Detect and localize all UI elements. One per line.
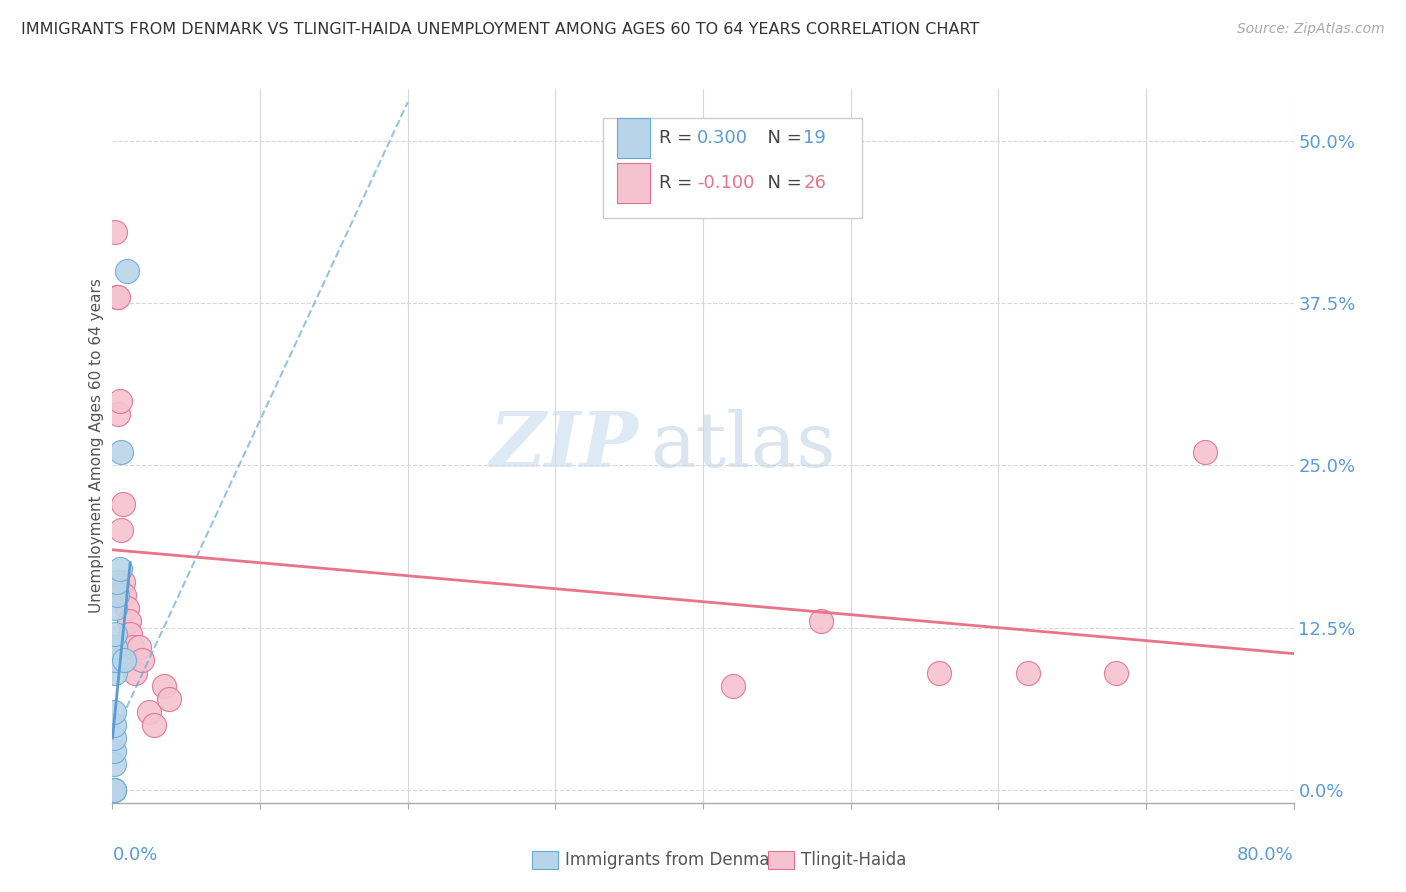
Point [103,782,125,797]
Point [103,705,125,719]
Text: R =: R = [659,174,699,192]
Point [1017,666,1039,681]
Point [110,524,132,538]
Point [810,614,832,628]
Text: IMMIGRANTS FROM DENMARK VS TLINGIT-HAIDA UNEMPLOYMENT AMONG AGES 60 TO 64 YEARS : IMMIGRANTS FROM DENMARK VS TLINGIT-HAIDA… [21,22,980,37]
Point [103,731,125,745]
Text: 0.300: 0.300 [697,129,748,147]
Text: R =: R = [659,129,699,147]
Point [104,653,127,667]
Point [108,393,131,408]
Point [153,679,176,693]
Point [107,290,129,304]
Point [103,782,125,797]
Point [928,666,950,681]
Point [108,562,131,576]
Text: Source: ZipAtlas.com: Source: ZipAtlas.com [1237,22,1385,37]
Bar [531,851,558,869]
Point [118,614,141,628]
Text: 0.0%: 0.0% [112,846,157,863]
Point [104,640,127,654]
Point [103,718,125,732]
Point [104,225,127,239]
Point [105,290,128,304]
Text: Tlingit-Haida: Tlingit-Haida [801,851,907,869]
Point [112,588,135,602]
Point [117,601,138,615]
Point [112,653,135,667]
Point [103,744,125,758]
Text: N =: N = [756,129,807,147]
Point [107,407,129,421]
Text: ZIP: ZIP [489,409,638,483]
Point [120,627,142,641]
Point [138,705,160,719]
Point [105,575,128,590]
Point [1194,445,1216,459]
Point [104,666,127,681]
Y-axis label: Unemployment Among Ages 60 to 64 years: Unemployment Among Ages 60 to 64 years [89,278,104,614]
Point [142,718,165,732]
Text: 19: 19 [803,129,827,147]
Text: 26: 26 [803,174,827,192]
Text: N =: N = [756,174,807,192]
Point [103,782,125,797]
Point [103,756,125,771]
Text: atlas: atlas [650,409,835,483]
Bar [617,163,650,202]
Point [111,497,134,511]
Point [124,666,146,681]
Point [104,601,127,615]
Point [157,692,180,706]
Point [128,640,150,654]
Text: 80.0%: 80.0% [1237,846,1294,863]
Point [110,445,132,459]
FancyBboxPatch shape [603,118,862,218]
Text: -0.100: -0.100 [697,174,755,192]
Point [105,588,128,602]
Point [111,575,134,590]
Point [104,627,127,641]
Point [121,640,143,654]
Point [1105,666,1128,681]
Point [117,264,138,278]
Point [721,679,744,693]
Text: Immigrants from Denmark: Immigrants from Denmark [565,851,786,869]
Bar [768,851,794,869]
Point [131,653,153,667]
Bar [617,119,650,158]
